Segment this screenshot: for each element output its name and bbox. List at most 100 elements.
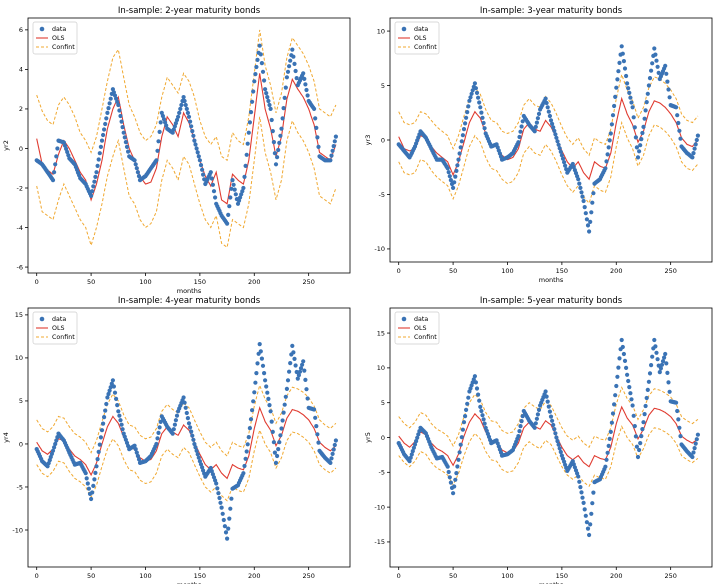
data-point	[118, 418, 123, 423]
y-tick-label: -10	[12, 526, 23, 534]
data-point	[328, 460, 333, 465]
data-point	[266, 396, 271, 401]
data-point	[265, 390, 270, 395]
data-point	[181, 395, 186, 400]
data-point	[95, 457, 100, 462]
data-point	[110, 378, 115, 383]
data-point	[644, 100, 649, 105]
data-point	[536, 407, 542, 412]
data-point	[287, 369, 292, 374]
data-point	[255, 57, 260, 63]
data-point	[157, 129, 162, 134]
data-point	[126, 149, 131, 154]
data-point	[285, 378, 291, 383]
data-point	[473, 86, 478, 91]
y-tick-label: -15	[374, 538, 385, 546]
data-point	[275, 155, 280, 160]
data-point	[185, 110, 190, 115]
data-point	[116, 409, 121, 414]
x-tick-label: 200	[610, 572, 622, 580]
data-point	[253, 380, 258, 385]
data-point	[459, 435, 464, 440]
data-point	[329, 456, 334, 461]
y-tick-label: -10	[374, 503, 385, 511]
y-tick-label: -5	[17, 483, 23, 491]
data-point	[260, 69, 266, 74]
data-point	[290, 47, 295, 52]
data-point	[245, 442, 250, 447]
x-axis-label: months	[177, 287, 202, 295]
data-point	[578, 185, 583, 190]
data-point	[248, 110, 254, 115]
data-point	[625, 372, 630, 377]
data-point	[246, 435, 251, 440]
data-point	[558, 449, 563, 455]
plot-area	[34, 342, 338, 541]
data-point	[576, 177, 581, 182]
data-point	[454, 471, 459, 476]
data-point	[92, 179, 97, 184]
data-point	[639, 434, 644, 439]
data-point	[620, 51, 625, 56]
data-point	[270, 129, 275, 134]
data-point	[644, 395, 649, 401]
data-point	[627, 90, 632, 95]
data-point	[253, 72, 258, 77]
data-point	[186, 114, 192, 119]
data-point	[691, 151, 696, 156]
data-point	[229, 496, 234, 501]
data-point	[227, 204, 232, 209]
x-tick-label: 50	[449, 572, 457, 580]
data-point	[581, 500, 586, 505]
data-point	[676, 120, 681, 126]
data-point	[111, 384, 116, 389]
data-point	[603, 166, 608, 171]
data-point	[408, 455, 413, 460]
data-point	[461, 420, 467, 425]
data-point	[477, 398, 482, 403]
data-point	[271, 140, 276, 145]
data-point	[534, 416, 540, 421]
data-point	[302, 368, 307, 373]
data-point	[294, 369, 299, 375]
data-point	[304, 87, 309, 93]
data-point	[133, 447, 138, 452]
data-point	[460, 133, 465, 138]
data-point	[544, 394, 549, 399]
data-point	[285, 69, 291, 74]
confint-lower-line	[398, 425, 699, 487]
data-point	[246, 130, 251, 135]
x-tick-label: 50	[87, 572, 95, 580]
data-point	[675, 408, 680, 414]
plot-area	[34, 29, 338, 249]
data-point	[631, 413, 636, 418]
data-point	[221, 517, 226, 523]
data-point	[555, 139, 560, 144]
x-tick-label: 50	[449, 267, 457, 275]
data-point	[589, 210, 594, 215]
data-point	[302, 76, 307, 81]
data-point	[626, 378, 631, 384]
data-point	[460, 427, 465, 432]
data-point	[266, 98, 271, 104]
data-point	[185, 416, 190, 421]
data-point	[640, 130, 645, 136]
data-point	[604, 159, 609, 164]
data-point	[617, 356, 622, 361]
data-point	[173, 418, 178, 423]
data-point	[183, 405, 188, 410]
data-point	[415, 435, 420, 440]
data-point	[156, 430, 161, 435]
data-point	[225, 536, 230, 541]
data-point	[188, 425, 193, 430]
data-point	[330, 451, 335, 456]
data-point	[579, 490, 584, 495]
data-point	[551, 422, 556, 428]
legend-label-ols: OLS	[52, 35, 64, 42]
legend-data-marker	[401, 316, 407, 322]
legend-data-marker	[39, 26, 45, 32]
data-point	[545, 399, 550, 404]
data-point	[197, 158, 202, 163]
data-point	[269, 117, 274, 123]
data-point	[482, 421, 487, 426]
